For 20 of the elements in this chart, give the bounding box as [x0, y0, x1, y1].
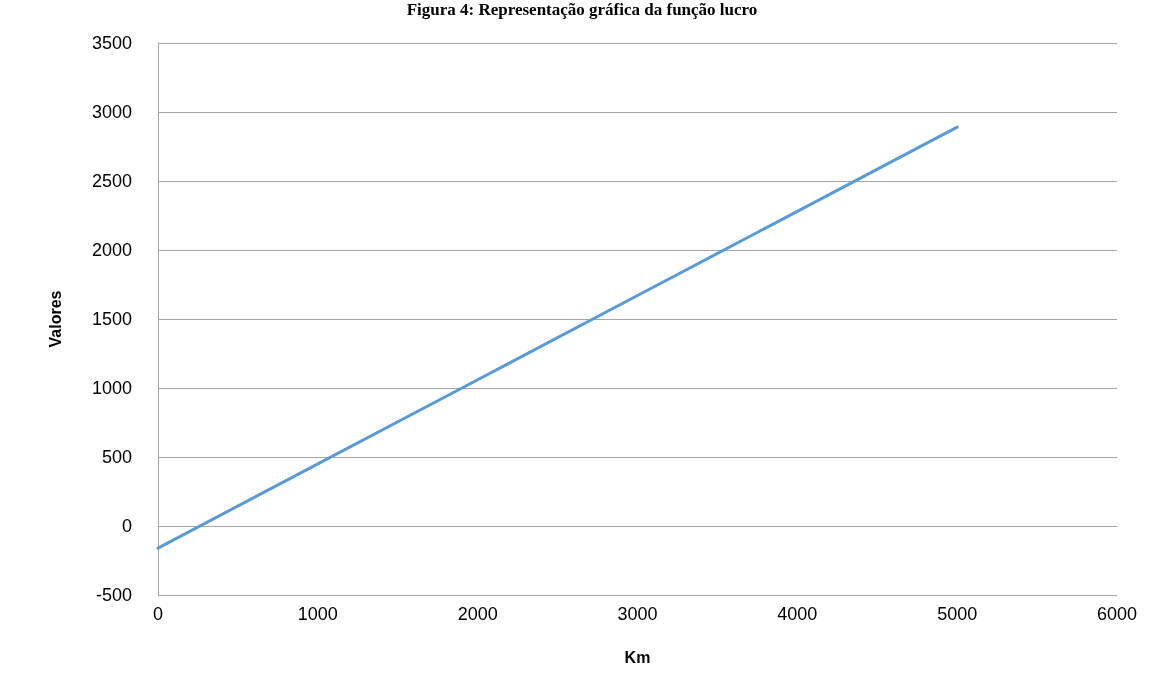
y-tick-label: 0: [121, 516, 132, 536]
x-tick-label: 2000: [457, 604, 498, 624]
x-tick-label: 4000: [777, 604, 818, 624]
x-tick-label: 1000: [297, 604, 338, 624]
x-tick-label: 6000: [1096, 604, 1138, 624]
y-tick-label: 3500: [91, 33, 132, 53]
y-tick-label: 1000: [91, 378, 132, 398]
y-axis-title: Valores: [46, 290, 64, 348]
x-tick-label: 0: [152, 604, 164, 624]
x-tick-label: 3000: [617, 604, 658, 624]
y-tick-label: 2500: [91, 171, 132, 191]
y-tick-label: 3000: [91, 102, 132, 122]
chart-title: Figura 4: Representação gráfica da função lucro: [406, 0, 758, 19]
y-tick-label: -500: [95, 585, 132, 605]
y-tick-label: 1500: [91, 309, 132, 329]
y-tick-label: 2000: [91, 240, 132, 260]
x-axis-title: Km: [624, 648, 651, 666]
x-tick-label: 5000: [937, 604, 978, 624]
y-tick-label: 500: [101, 447, 132, 467]
line-series: [156, 125, 959, 550]
